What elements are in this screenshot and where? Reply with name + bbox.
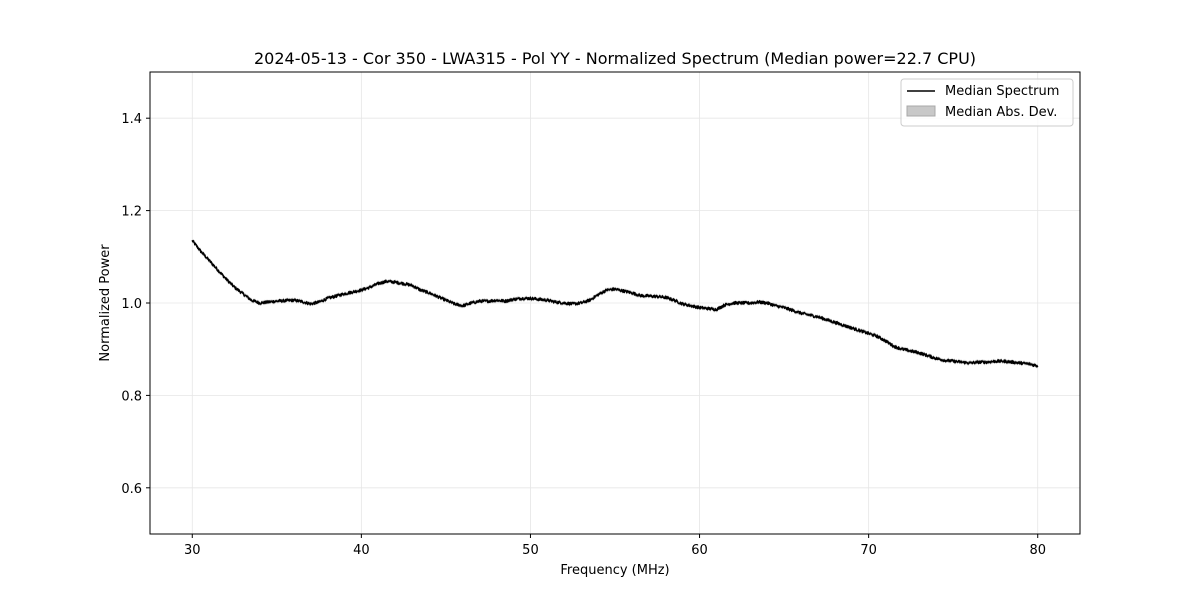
median-spectrum-layer: [191, 239, 1039, 368]
y-tick-label: 1.4: [121, 112, 142, 127]
x-axis-label: Frequency (MHz): [560, 563, 669, 578]
y-axis-ticks: 0.6 0.8 1.0 1.2 1.4: [121, 112, 150, 497]
x-tick-label: 80: [1029, 543, 1046, 558]
legend-frame: [900, 78, 1074, 127]
y-tick-label: 0.8: [121, 389, 142, 404]
x-axis-ticks: 30 40 50 60 70 80: [184, 534, 1046, 558]
legend-label-median-spectrum: Median Spectrum: [945, 84, 1059, 99]
x-tick-label: 70: [860, 543, 877, 558]
y-axis-label: Normalized Power: [98, 244, 113, 362]
x-tick-label: 40: [353, 543, 370, 558]
legend: Median Spectrum Median Abs. Dev.: [900, 78, 1074, 127]
y-tick-label: 1.2: [121, 205, 142, 220]
legend-band-swatch: [906, 105, 936, 117]
legend-label-median-abs-dev: Median Abs. Dev.: [945, 105, 1057, 120]
x-tick-label: 60: [691, 543, 708, 558]
y-tick-label: 0.6: [121, 482, 142, 497]
x-tick-label: 50: [522, 543, 539, 558]
x-tick-label: 30: [184, 543, 201, 558]
chart-title: 2024-05-13 - Cor 350 - LWA315 - Pol YY -…: [254, 49, 976, 68]
median-spectrum-line: [191, 239, 1039, 368]
y-tick-label: 1.0: [121, 297, 142, 312]
